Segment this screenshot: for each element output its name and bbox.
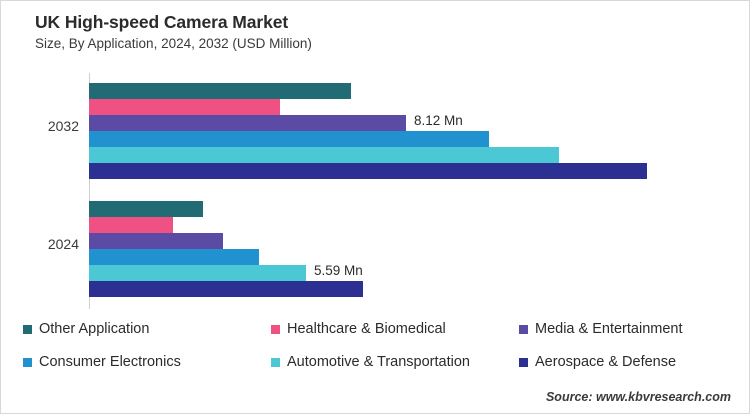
data-label-8-12-mn: 8.12 Mn [414, 113, 463, 128]
legend-item-healthcare-biomedical[interactable]: Healthcare & Biomedical [271, 321, 446, 337]
bar-media-entertainment-2032[interactable] [89, 115, 406, 131]
legend-swatch-icon [519, 357, 528, 367]
data-label-5-59-mn: 5.59 Mn [314, 263, 363, 278]
title-block: UK High-speed Camera Market Size, By App… [35, 11, 655, 54]
legend-label: Healthcare & Biomedical [287, 321, 446, 337]
bar-consumer-electronics-2032[interactable] [89, 131, 489, 147]
legend-label: Media & Entertainment [535, 321, 683, 337]
plot-area: 2032 2024 8.12 Mn 5.59 Mn [1, 73, 751, 309]
legend-label: Other Application [39, 321, 150, 337]
bar-aerospace-defense-2024[interactable] [89, 281, 363, 297]
source-attribution: Source: www.kbvresearch.com [545, 390, 731, 404]
bar-other-application-2024[interactable] [89, 201, 203, 217]
bar-healthcare-biomedical-2032[interactable] [89, 99, 280, 115]
legend-label: Aerospace & Defense [535, 354, 677, 370]
bar-other-application-2032[interactable] [89, 83, 351, 99]
legend-swatch-icon [271, 324, 280, 334]
bar-automotive-transportation-2032[interactable] [89, 147, 559, 163]
chart-subtitle: Size, By Application, 2024, 2032 (USD Mi… [35, 36, 312, 51]
axis-tick-label-2024: 2024 [47, 236, 79, 252]
bar-media-entertainment-2024[interactable] [89, 233, 223, 249]
legend-swatch-icon [23, 357, 32, 367]
page-title: UK High-speed Camera Market [35, 12, 289, 32]
y-axis-line [89, 73, 90, 309]
bar-healthcare-biomedical-2024[interactable] [89, 217, 173, 233]
axis-tick-label-2032: 2032 [47, 118, 79, 134]
legend-item-consumer-electronics[interactable]: Consumer Electronics [23, 354, 181, 370]
legend-item-automotive-transportation[interactable]: Automotive & Transportation [271, 354, 470, 370]
legend-item-other-application[interactable]: Other Application [23, 321, 149, 337]
legend-item-media-entertainment[interactable]: Media & Entertainment [519, 321, 683, 337]
chart-legend: Other Application Healthcare & Biomedica… [1, 313, 751, 377]
legend-label: Automotive & Transportation [287, 354, 470, 370]
bar-consumer-electronics-2024[interactable] [89, 249, 259, 265]
legend-swatch-icon [519, 324, 528, 334]
bar-aerospace-defense-2032[interactable] [89, 163, 647, 179]
bar-automotive-transportation-2024[interactable] [89, 265, 306, 281]
legend-item-aerospace-defense[interactable]: Aerospace & Defense [519, 354, 676, 370]
legend-swatch-icon [271, 357, 280, 367]
legend-swatch-icon [23, 324, 32, 334]
legend-label: Consumer Electronics [39, 354, 181, 370]
